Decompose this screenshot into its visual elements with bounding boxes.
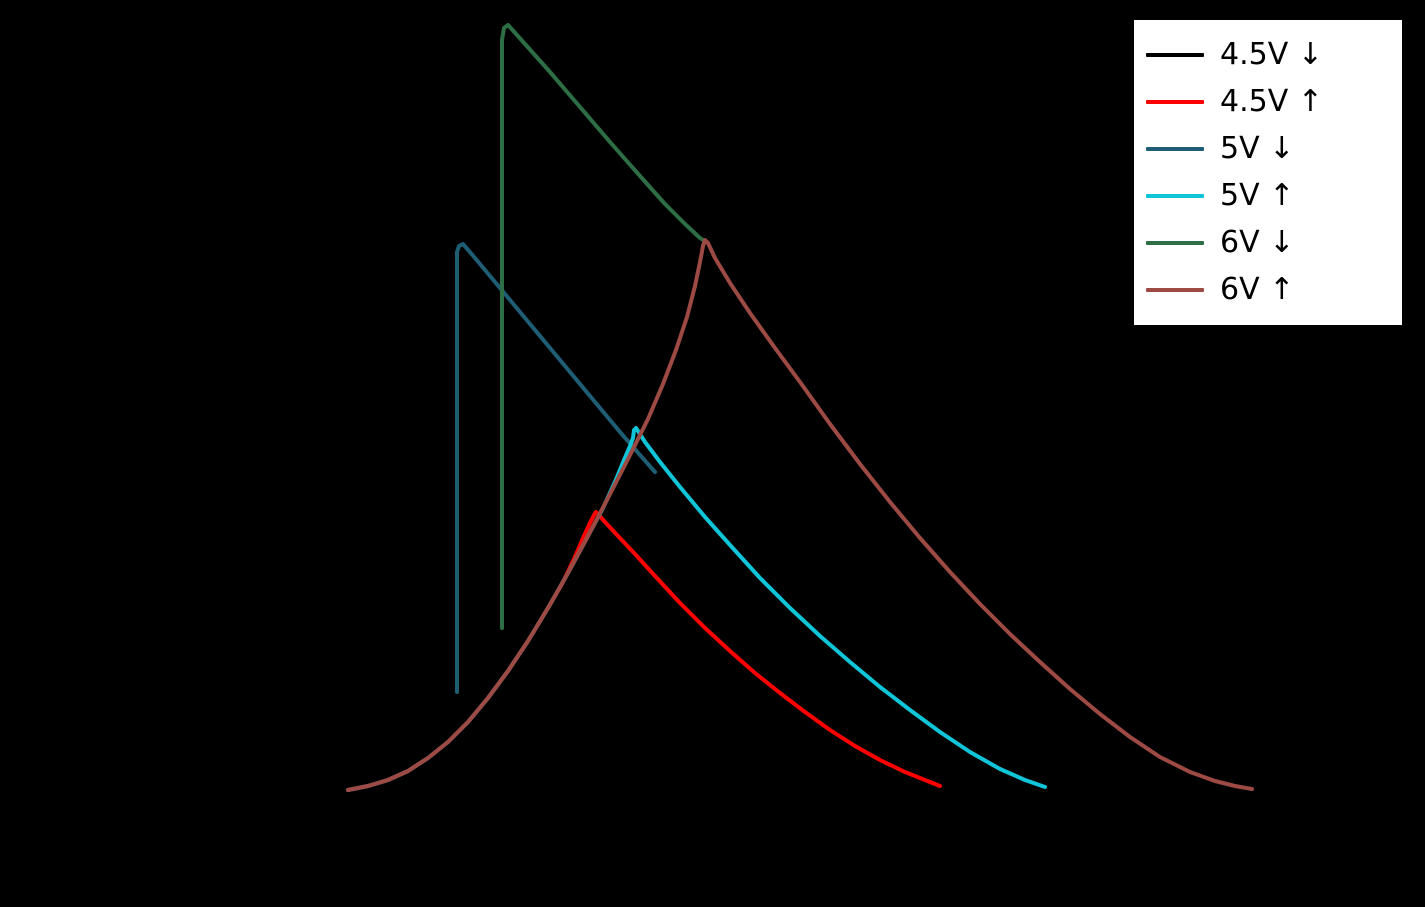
series-4p5v-up <box>346 510 942 792</box>
legend-label: 5V ↑ <box>1220 178 1295 213</box>
legend-item: 6V ↑ <box>1146 271 1390 309</box>
legend-line-swatch <box>1146 100 1204 104</box>
legend-item: 4.5V ↑ <box>1146 83 1390 121</box>
series-6v-down <box>500 23 708 630</box>
legend-line-swatch <box>1146 241 1204 245</box>
series-6v-up <box>346 238 1254 792</box>
legend-item: 4.5V ↓ <box>1146 36 1390 74</box>
series-5v-down <box>455 242 657 694</box>
legend-label: 4.5V ↑ <box>1220 84 1323 119</box>
legend-line-swatch <box>1146 194 1204 198</box>
legend-line-swatch <box>1146 288 1204 292</box>
legend-label: 5V ↓ <box>1220 131 1295 166</box>
legend-label: 4.5V ↓ <box>1220 37 1323 72</box>
legend-line-swatch <box>1146 53 1204 57</box>
legend-label: 6V ↑ <box>1220 272 1295 307</box>
legend-line-swatch <box>1146 147 1204 151</box>
legend-label: 6V ↓ <box>1220 225 1295 260</box>
legend-item: 6V ↓ <box>1146 224 1390 262</box>
legend-item: 5V ↑ <box>1146 177 1390 215</box>
legend: 4.5V ↓ 4.5V ↑ 5V ↓ 5V ↑ 6V ↓ 6V ↑ <box>1132 18 1404 327</box>
legend-item: 5V ↓ <box>1146 130 1390 168</box>
